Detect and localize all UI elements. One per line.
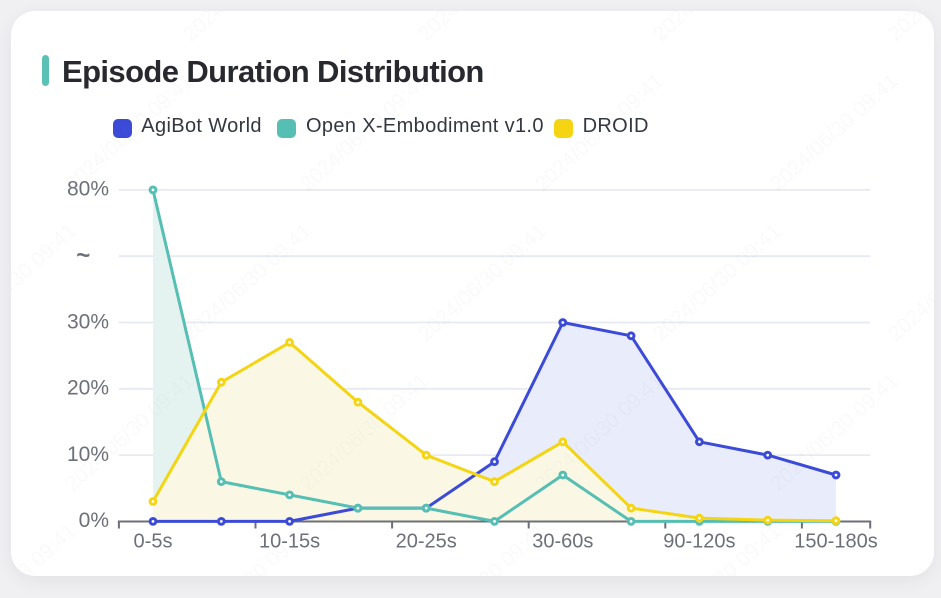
svg-text:20-25s: 20-25s (396, 531, 457, 553)
svg-text:150-180s: 150-180s (794, 531, 877, 553)
svg-text:90-120s: 90-120s (663, 531, 735, 553)
svg-text:10%: 10% (67, 443, 109, 466)
svg-text:20%: 20% (67, 377, 109, 400)
svg-text:~: ~ (76, 242, 90, 269)
svg-text:30-60s: 30-60s (532, 531, 593, 553)
svg-text:0%: 0% (79, 509, 109, 532)
svg-text:80%: 80% (67, 178, 109, 201)
svg-text:30%: 30% (67, 310, 109, 333)
svg-text:10-15s: 10-15s (259, 531, 320, 553)
svg-text:0-5s: 0-5s (134, 531, 173, 553)
